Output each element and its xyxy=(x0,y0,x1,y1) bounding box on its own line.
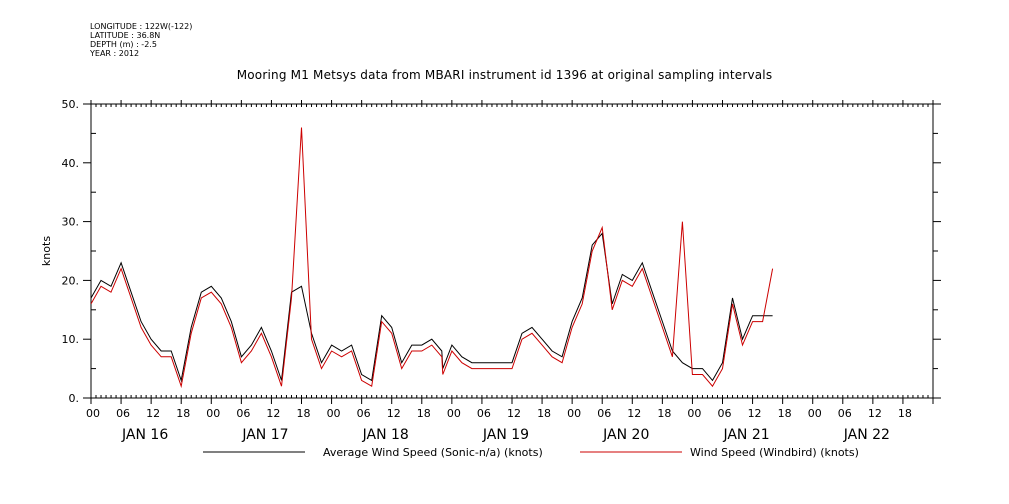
x-tick-label: 00 xyxy=(808,407,822,420)
x-tick-label: 00 xyxy=(86,407,100,420)
x-tick-label: 06 xyxy=(357,407,371,420)
meta-year: YEAR : 2012 xyxy=(90,49,140,58)
x-tick-label: 18 xyxy=(657,407,671,420)
x-day-label: JAN 21 xyxy=(722,427,769,443)
x-day-label: JAN 18 xyxy=(362,427,409,443)
legend-label-windbird: Wind Speed (Windbird) (knots) xyxy=(690,446,859,459)
x-tick-label: 12 xyxy=(627,407,641,420)
y-tick-label: 20. xyxy=(62,274,80,287)
series-line-average-wind-speed xyxy=(91,232,773,383)
x-tick-label: 00 xyxy=(206,407,220,420)
y-tick-label: 50. xyxy=(62,98,80,111)
legend-label-average: Average Wind Speed (Sonic-n/a) (knots) xyxy=(323,446,543,459)
x-tick-label: 18 xyxy=(898,407,912,420)
x-tick-label: 18 xyxy=(297,407,311,420)
x-tick-label: 12 xyxy=(146,407,160,420)
x-tick-label: 18 xyxy=(176,407,190,420)
x-tick-label: 00 xyxy=(567,407,581,420)
x-tick-label: 18 xyxy=(417,407,431,420)
x-tick-label: 18 xyxy=(537,407,551,420)
x-tick-label: 06 xyxy=(116,407,130,420)
x-tick-label: 18 xyxy=(778,407,792,420)
meta-depth: DEPTH (m) : -2.5 xyxy=(90,40,157,49)
x-tick-label: 12 xyxy=(507,407,521,420)
x-day-label: JAN 17 xyxy=(241,427,288,443)
x-day-label: JAN 22 xyxy=(843,427,890,443)
meta-latitude: LATITUDE : 36.8N xyxy=(90,31,161,40)
x-tick-label: 06 xyxy=(597,407,611,420)
y-tick-label: 0. xyxy=(69,392,80,405)
x-tick-label: 12 xyxy=(266,407,280,420)
y-axis-label: knots xyxy=(40,236,53,266)
meta-longitude: LONGITUDE : 122W(-122) xyxy=(90,22,193,31)
x-day-label: JAN 20 xyxy=(602,427,649,443)
x-tick-label: 06 xyxy=(477,407,491,420)
plot-frame xyxy=(90,103,934,399)
series-line-windbird-wind-speed xyxy=(91,127,774,389)
y-tick-label: 10. xyxy=(62,333,80,346)
x-tick-label: 12 xyxy=(748,407,762,420)
metadata-block: LONGITUDE : 122W(-122) LATITUDE : 36.8N … xyxy=(90,22,192,58)
x-tick-label: 00 xyxy=(447,407,461,420)
chart-title: Mooring M1 Metsys data from MBARI instru… xyxy=(236,68,773,82)
x-tick-label: 06 xyxy=(838,407,852,420)
x-tick-label: 12 xyxy=(868,407,882,420)
x-tick-label: 00 xyxy=(687,407,701,420)
y-tick-label: 40. xyxy=(62,157,80,170)
x-day-label: JAN 19 xyxy=(482,427,529,443)
x-tick-label: 06 xyxy=(718,407,732,420)
x-day-label: JAN 16 xyxy=(121,427,168,443)
y-tick-label: 30. xyxy=(62,216,80,229)
x-tick-label: 12 xyxy=(387,407,401,420)
x-tick-label: 06 xyxy=(236,407,250,420)
x-tick-label: 00 xyxy=(327,407,341,420)
